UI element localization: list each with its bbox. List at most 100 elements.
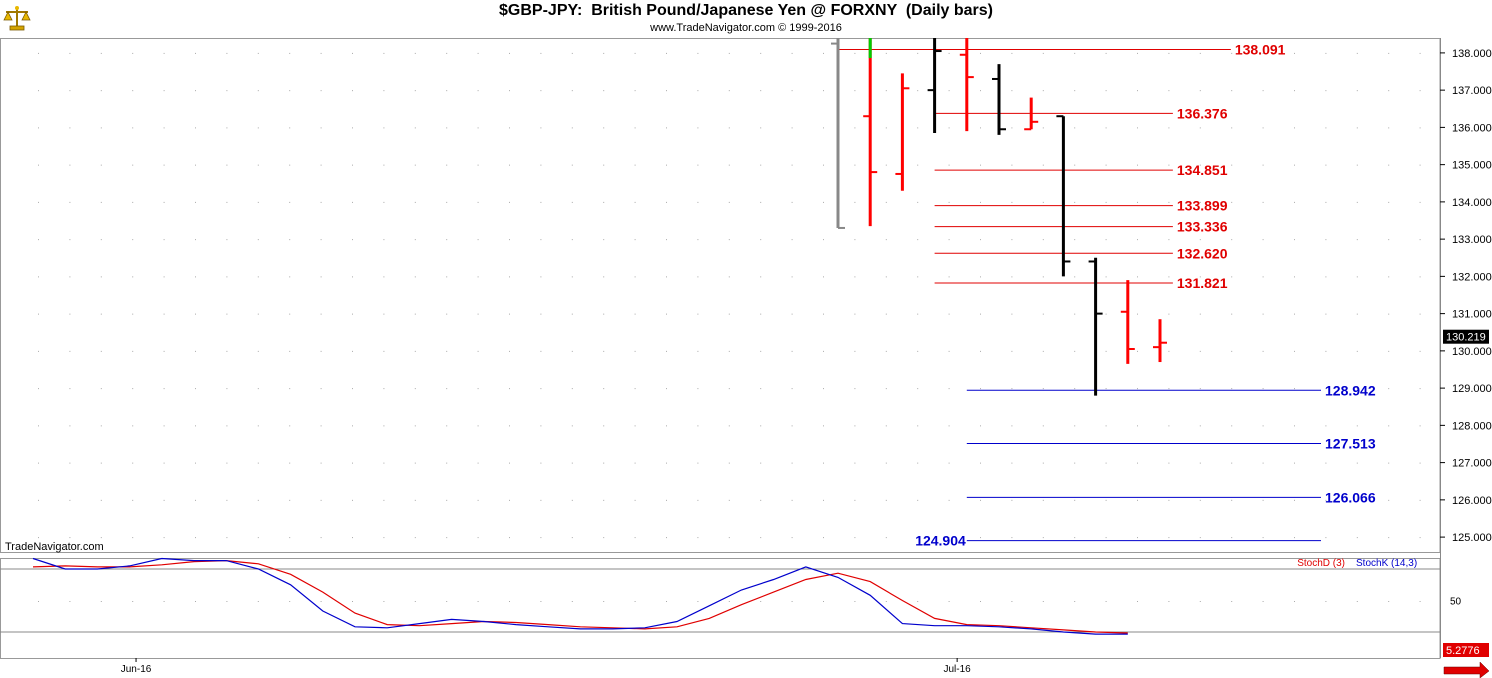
grid-dot bbox=[257, 164, 259, 166]
grid-dot bbox=[980, 52, 981, 54]
grid-dot bbox=[383, 276, 385, 278]
grid-dot bbox=[540, 425, 542, 427]
grid-dot bbox=[603, 313, 605, 315]
grid-dot bbox=[226, 388, 228, 390]
grid-dot bbox=[1074, 276, 1076, 278]
price-levels: 138.091 136.376 134.851 133.899 133.336 132.6… bbox=[838, 42, 1376, 549]
grid-dot bbox=[163, 164, 165, 166]
grid-dot bbox=[1074, 52, 1076, 54]
grid-dot bbox=[1356, 164, 1358, 166]
grid-dot bbox=[1231, 425, 1233, 427]
stochK-line bbox=[32, 557, 1128, 635]
grid-dot bbox=[446, 276, 448, 278]
grid-dot bbox=[69, 462, 71, 464]
grid-dot bbox=[226, 499, 228, 501]
price-tick-label: 126.000 bbox=[1452, 495, 1492, 507]
ohlc-bar bbox=[959, 38, 974, 132]
grid-dot bbox=[100, 388, 102, 390]
grid-dot bbox=[1294, 388, 1295, 390]
grid-dot bbox=[540, 350, 542, 352]
grid-dot bbox=[257, 462, 259, 464]
grid-dot bbox=[163, 127, 165, 129]
grid-dot bbox=[1074, 425, 1076, 427]
grid-dot bbox=[69, 425, 71, 427]
grid-dot bbox=[760, 462, 762, 464]
grid-dot bbox=[1262, 537, 1264, 539]
grid-dot bbox=[885, 90, 887, 92]
grid-dot bbox=[1042, 276, 1044, 278]
grid-dot bbox=[69, 499, 71, 501]
grid-dot bbox=[1262, 499, 1264, 501]
grid-dot bbox=[289, 388, 291, 390]
grid-dot bbox=[980, 164, 981, 166]
level-label: 126.066 bbox=[1325, 489, 1376, 505]
grid-dot bbox=[100, 239, 102, 241]
grid-dot bbox=[383, 537, 385, 539]
grid-dot bbox=[1137, 388, 1138, 390]
grid-dot bbox=[289, 127, 291, 129]
grid-dot bbox=[383, 388, 385, 390]
grid-dot bbox=[666, 499, 667, 501]
grid-dot bbox=[289, 164, 291, 166]
grid-dot bbox=[666, 276, 667, 278]
grid-dot bbox=[697, 425, 699, 427]
grid-dot bbox=[1262, 201, 1264, 203]
grid-dot bbox=[1388, 164, 1390, 166]
ohlc-bar bbox=[1153, 319, 1167, 363]
grid-dot bbox=[1011, 601, 1013, 602]
grid-dot bbox=[100, 276, 102, 278]
grid-dot bbox=[1074, 499, 1076, 501]
grid-dot bbox=[1011, 313, 1013, 315]
grid-dot bbox=[948, 462, 950, 464]
grid-dot bbox=[791, 201, 793, 203]
grid-dot bbox=[1294, 499, 1295, 501]
price-tick-label: 135.000 bbox=[1452, 160, 1492, 172]
grid-dot bbox=[226, 52, 228, 54]
grid-dot bbox=[1231, 313, 1233, 315]
grid-dot bbox=[352, 499, 353, 501]
grid-dot bbox=[917, 499, 919, 501]
grid-dot bbox=[509, 276, 510, 278]
grid-dot bbox=[69, 537, 71, 539]
grid-dot bbox=[132, 90, 134, 92]
grid-dot bbox=[634, 462, 636, 464]
legend-stochK: StochK (14,3) bbox=[1356, 558, 1417, 569]
grid-dot bbox=[1388, 499, 1390, 501]
grid-dot bbox=[163, 601, 165, 602]
grid-dot bbox=[289, 601, 291, 602]
grid-dot bbox=[1137, 350, 1138, 352]
grid-dot bbox=[1419, 388, 1421, 390]
grid-dot bbox=[854, 601, 856, 602]
grid-dot bbox=[823, 164, 824, 166]
grid-dot bbox=[289, 350, 291, 352]
grid-dot bbox=[1168, 201, 1170, 203]
grid-dot bbox=[132, 164, 134, 166]
grid-dot bbox=[1388, 239, 1390, 241]
grid-dot bbox=[823, 239, 824, 241]
grid-dot bbox=[917, 537, 919, 539]
grid-dot bbox=[697, 52, 699, 54]
grid-dot bbox=[1388, 52, 1390, 54]
grid-dot bbox=[666, 52, 667, 54]
grid-dot bbox=[414, 127, 416, 129]
grid-dot bbox=[446, 425, 448, 427]
grid-dot bbox=[1199, 201, 1201, 203]
grid-dot bbox=[163, 462, 165, 464]
grid-dot bbox=[1388, 462, 1390, 464]
ohlc-bar bbox=[895, 73, 910, 191]
grid-dot bbox=[1137, 537, 1138, 539]
grid-dot bbox=[540, 239, 542, 241]
grid-dot bbox=[477, 601, 479, 602]
grid-dot bbox=[414, 462, 416, 464]
grid-dot bbox=[1199, 52, 1201, 54]
grid-dot bbox=[948, 201, 950, 203]
grid-dot bbox=[1356, 313, 1358, 315]
grid-dot bbox=[100, 52, 102, 54]
grid-dot bbox=[854, 90, 856, 92]
grid-dot bbox=[509, 201, 510, 203]
grid-dot bbox=[791, 425, 793, 427]
grid-dot bbox=[823, 499, 824, 501]
grid-dot bbox=[1105, 239, 1107, 241]
level-label: 138.091 bbox=[1235, 42, 1286, 58]
grid-dot bbox=[1199, 601, 1201, 602]
